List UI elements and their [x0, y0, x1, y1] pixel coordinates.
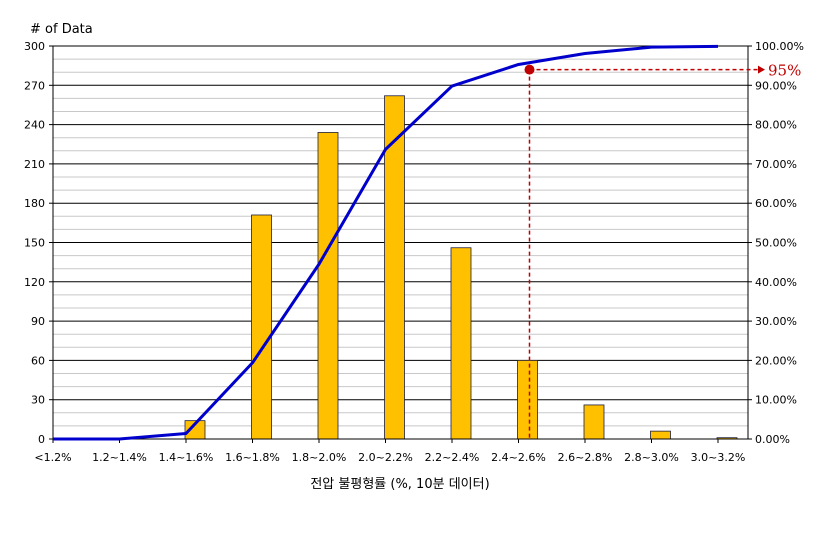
left-tick-label: 180	[24, 197, 45, 210]
right-tick-label: 60.00%	[755, 197, 797, 210]
y-axis-label: # of Data	[30, 22, 93, 37]
cumulative-line	[53, 44, 719, 441]
left-tick-label: 90	[31, 315, 45, 328]
x-axis-label: 전압 불평형률 (%, 10분 데이터)	[310, 477, 489, 492]
right-tick-label: 20.00%	[755, 354, 797, 367]
left-tick-label: 30	[31, 394, 45, 407]
left-tick-label: 210	[24, 158, 45, 171]
bar	[583, 404, 605, 440]
x-tick-label: <1.2%	[34, 451, 71, 464]
x-tick-label: 2.8~3.0%	[624, 451, 679, 464]
bar	[450, 247, 472, 440]
right-tick-label: 40.00%	[755, 276, 797, 289]
right-tick-label: 10.00%	[755, 394, 797, 407]
cumulative-line-layer	[53, 44, 719, 441]
right-tick-label: 80.00%	[755, 119, 797, 132]
right-tick-label: 30.00%	[755, 315, 797, 328]
annotation-point	[524, 64, 535, 75]
x-tick-label: 2.0~2.2%	[358, 451, 413, 464]
annotation-layer: 95%	[524, 62, 801, 439]
bar	[251, 214, 272, 440]
x-tick-label: 1.4~1.6%	[159, 451, 214, 464]
bar	[317, 132, 339, 440]
left-tick-label: 270	[24, 79, 45, 92]
left-axis-ticks: 0 30 60 90 120 150 180 210 240 270 300	[24, 40, 53, 446]
x-tick-label: 3.0~3.2%	[691, 451, 746, 464]
left-tick-label: 120	[24, 276, 45, 289]
bar	[650, 430, 671, 440]
x-tick-label: 2.6~2.8%	[558, 451, 613, 464]
right-tick-label: 50.00%	[755, 237, 797, 250]
x-tick-label: 2.4~2.6%	[491, 451, 546, 464]
left-tick-label: 60	[31, 354, 45, 367]
right-tick-label: 70.00%	[755, 158, 797, 171]
left-tick-label: 240	[24, 119, 45, 132]
x-tick-label: 1.8~2.0%	[292, 451, 347, 464]
left-tick-label: 150	[24, 237, 45, 250]
right-tick-label: 0.00%	[755, 433, 790, 446]
x-tick-label: 1.2~1.4%	[92, 451, 147, 464]
annotation-label: 95%	[768, 62, 801, 80]
x-tick-label: 1.6~1.8%	[225, 451, 280, 464]
left-tick-label: 0	[38, 433, 45, 446]
annotation-arrowhead	[758, 65, 765, 74]
histogram-bars	[184, 95, 738, 440]
right-tick-label: 90.00%	[755, 79, 797, 92]
x-tick-label: 2.2~2.4%	[425, 451, 480, 464]
bar	[517, 359, 538, 440]
left-tick-label: 300	[24, 40, 45, 53]
right-axis-ticks: 0.00% 10.00% 20.00% 30.00% 40.00% 50.00% 60.00…	[748, 40, 804, 446]
right-tick-label: 100.00%	[755, 40, 804, 53]
x-axis-ticks: <1.2% 1.2~1.4% 1.4~1.6% 1.6~1.8% 1.8~2.0% 2.0…	[34, 439, 745, 464]
